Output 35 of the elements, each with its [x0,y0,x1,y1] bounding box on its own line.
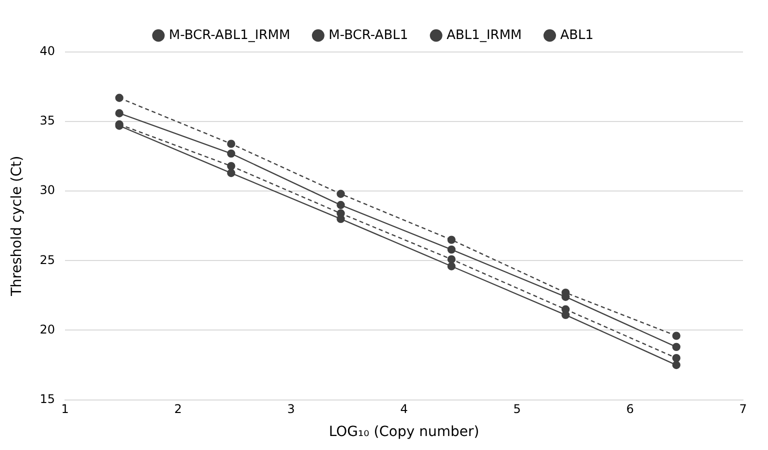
y-axis-title: Threshold cycle (Ct) [9,156,26,298]
point [336,190,345,198]
x-tick-label: 3 [287,402,295,416]
point [227,149,236,158]
x-tick-label: 7 [739,402,747,416]
point [447,262,456,270]
point [227,168,236,178]
point [115,109,124,118]
point [227,162,236,170]
y-tick-label: 40 [40,44,56,58]
point [672,332,680,340]
point [447,236,456,244]
point [672,342,680,352]
y-tick-label: 15 [40,392,56,406]
y-tick-label: 35 [40,114,56,128]
x-tick-label: 4 [400,402,408,416]
y-tick-label: 25 [40,252,56,267]
point [447,245,456,254]
legend-label: M-BCR-ABL1_IRMM [168,28,290,43]
legend-label: ABL1 [560,28,594,43]
x-tick-label: 5 [513,402,521,416]
point [672,354,680,362]
x-tick-label: 2 [174,402,182,416]
legend-label: M-BCR-ABL1 [328,28,408,43]
legend-label: ABL1_IRMM [446,28,522,43]
x-axis-title: LOG₁₀ (Copy number) [328,424,480,440]
point [115,94,124,102]
point [672,360,680,370]
point [447,255,456,264]
y-tick-label: 30 [40,183,56,198]
y-tick-label: 20 [40,322,56,336]
point [336,200,345,210]
x-tick-label: 6 [626,402,634,416]
point [227,140,236,148]
x-tick-label: 1 [61,402,69,416]
